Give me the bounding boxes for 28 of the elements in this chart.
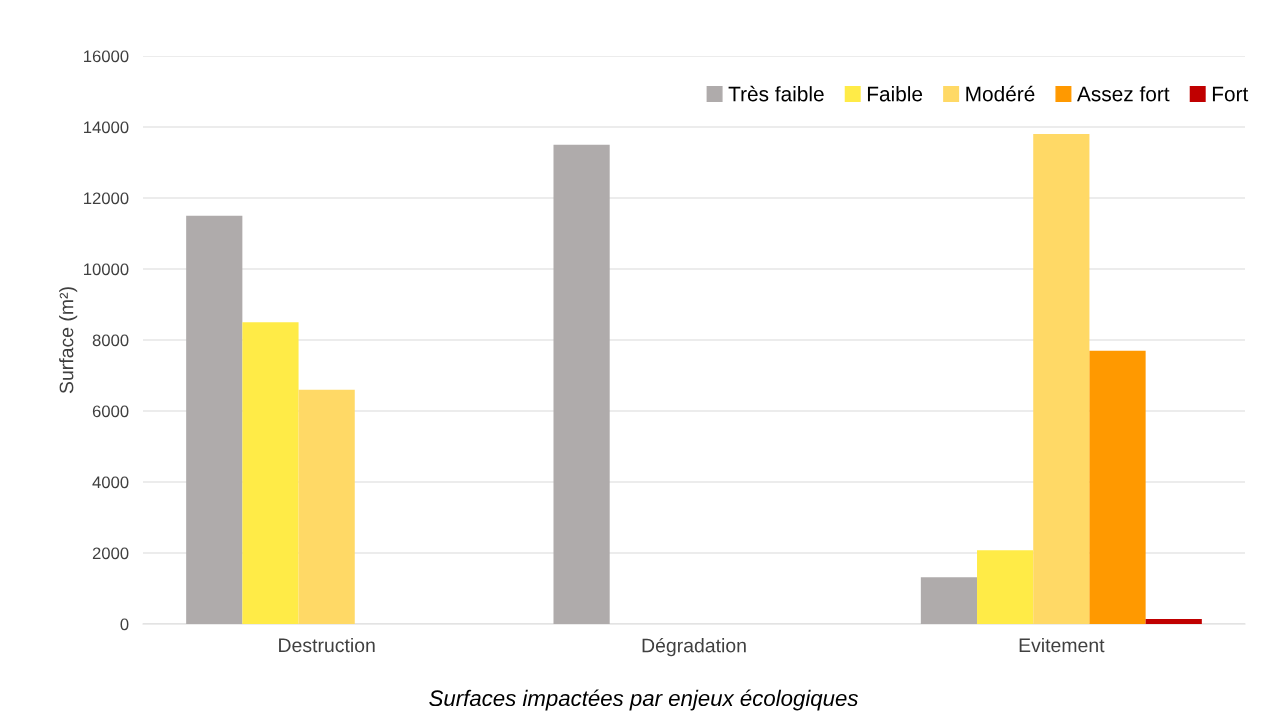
legend-label: Fort bbox=[1212, 86, 1249, 102]
bar bbox=[1145, 619, 1202, 624]
bar bbox=[298, 389, 355, 624]
bar bbox=[553, 144, 610, 624]
legend-label: Très faible bbox=[728, 85, 824, 102]
bar bbox=[242, 322, 299, 624]
x-tick-label: Dégradation bbox=[642, 637, 746, 657]
x-tick-label: Evitement bbox=[1019, 637, 1105, 653]
y-tick-label: 6000 bbox=[92, 405, 129, 418]
y-tick-label: 10000 bbox=[84, 263, 129, 276]
y-tick-label: 0 bbox=[120, 618, 129, 631]
bar bbox=[977, 550, 1034, 624]
y-tick-label: 14000 bbox=[84, 121, 129, 134]
bar bbox=[1033, 134, 1090, 624]
y-tick-label: 2000 bbox=[92, 547, 129, 560]
legend-label: Modéré bbox=[966, 85, 1035, 102]
bar bbox=[186, 215, 243, 624]
y-tick-label: 4000 bbox=[92, 476, 129, 489]
bar bbox=[1089, 350, 1146, 624]
y-tick-label: 8000 bbox=[92, 334, 129, 347]
y-tick-label: 12000 bbox=[84, 192, 129, 205]
bar bbox=[920, 577, 978, 624]
legend-label: Faible bbox=[867, 86, 923, 102]
x-tick-label: Destruction bbox=[279, 637, 375, 653]
y-tick-label: 16000 bbox=[84, 50, 129, 63]
y-axis-title: Surface (m²) bbox=[59, 287, 78, 394]
legend-label: Assez fort bbox=[1077, 86, 1170, 102]
text: Surfaces impactées par enjeux écologiques bbox=[429, 689, 858, 711]
